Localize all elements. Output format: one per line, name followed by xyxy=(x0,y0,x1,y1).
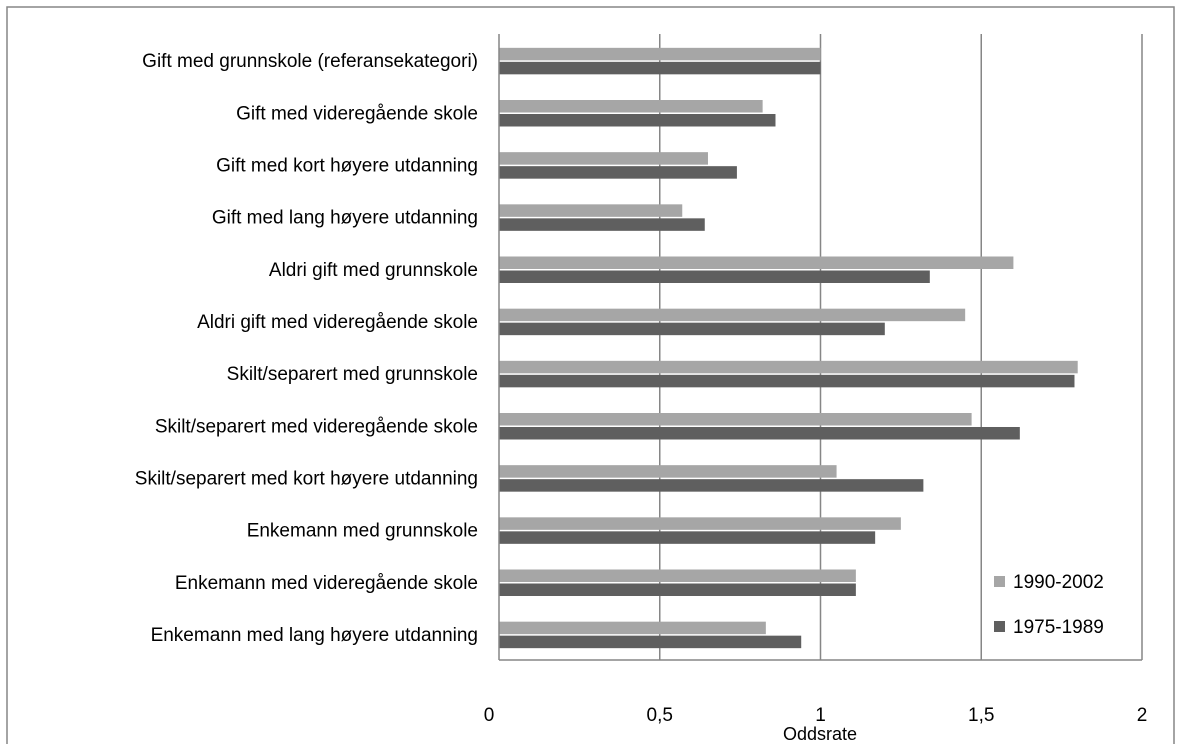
bar-1990-2002-9 xyxy=(499,465,837,478)
category-label: Aldri gift med videregående skole xyxy=(197,312,478,333)
category-label: Skilt/separert med grunnskole xyxy=(227,364,478,385)
bar-1990-2002-12 xyxy=(499,621,766,635)
x-tick-label: 1,5 xyxy=(968,705,994,726)
category-label: Enkemann med grunnskole xyxy=(247,521,478,542)
legend-swatch-1975-1989 xyxy=(994,621,1005,632)
bar-1990-2002-7 xyxy=(499,360,1078,374)
legend: 1990-2002 1975-1989 xyxy=(994,572,1104,638)
bar-1975-1989-7 xyxy=(499,374,1075,388)
bar-1990-2002-5 xyxy=(499,256,1014,269)
bar-1990-2002-11 xyxy=(499,569,856,582)
legend-swatch-1990-2002 xyxy=(994,576,1005,587)
bar-1975-1989-8 xyxy=(499,427,1020,440)
bar-1990-2002-8 xyxy=(499,413,972,426)
bar-1990-2002-4 xyxy=(499,204,683,217)
bar-1975-1989-11 xyxy=(499,583,856,596)
legend-label: 1975-1989 xyxy=(1013,617,1104,638)
bar-1975-1989-10 xyxy=(499,531,876,544)
x-tick-label: 2 xyxy=(1137,705,1148,726)
bars xyxy=(499,47,1078,649)
bar-1975-1989-12 xyxy=(499,635,802,649)
bar-1975-1989-3 xyxy=(499,166,737,179)
bar-1975-1989-9 xyxy=(499,479,924,492)
category-label: Aldri gift med grunnskole xyxy=(269,260,478,281)
category-label: Skilt/separert med kort høyere utdanning xyxy=(135,468,478,489)
category-label: Enkemann med videregående skole xyxy=(175,573,478,594)
legend-label: 1990-2002 xyxy=(1013,572,1104,593)
bar-1990-2002-10 xyxy=(499,517,901,530)
category-label: Gift med lang høyere utdanning xyxy=(212,208,478,229)
bar-1975-1989-6 xyxy=(499,322,885,336)
bar-1990-2002-3 xyxy=(499,152,708,165)
category-label: Skilt/separert med videregående skole xyxy=(155,416,478,437)
category-label: Enkemann med lang høyere utdanning xyxy=(151,625,478,646)
bar-1990-2002-2 xyxy=(499,100,763,113)
category-labels: Gift med grunnskole (referansekategori) G… xyxy=(135,51,478,646)
x-axis-title: Oddsrate xyxy=(783,724,857,744)
category-label: Gift med kort høyere utdanning xyxy=(216,155,478,176)
x-tick-label: 0 xyxy=(484,705,495,726)
category-label: Gift med grunnskole (referansekategori) xyxy=(142,51,478,72)
bar-1975-1989-1 xyxy=(499,61,821,75)
bar-1975-1989-5 xyxy=(499,270,930,283)
bar-1975-1989-2 xyxy=(499,114,776,127)
axes xyxy=(498,34,1142,661)
x-tick-label: 1 xyxy=(815,705,826,726)
category-label: Gift med videregående skole xyxy=(236,103,478,124)
gridlines xyxy=(659,34,1143,660)
x-tick-label: 0,5 xyxy=(647,705,673,726)
bar-1990-2002-6 xyxy=(499,308,966,322)
bar-1975-1989-4 xyxy=(499,218,705,231)
x-tick-labels: 0 0,5 1 1,5 2 xyxy=(484,705,1148,726)
bar-1990-2002-1 xyxy=(499,47,821,61)
